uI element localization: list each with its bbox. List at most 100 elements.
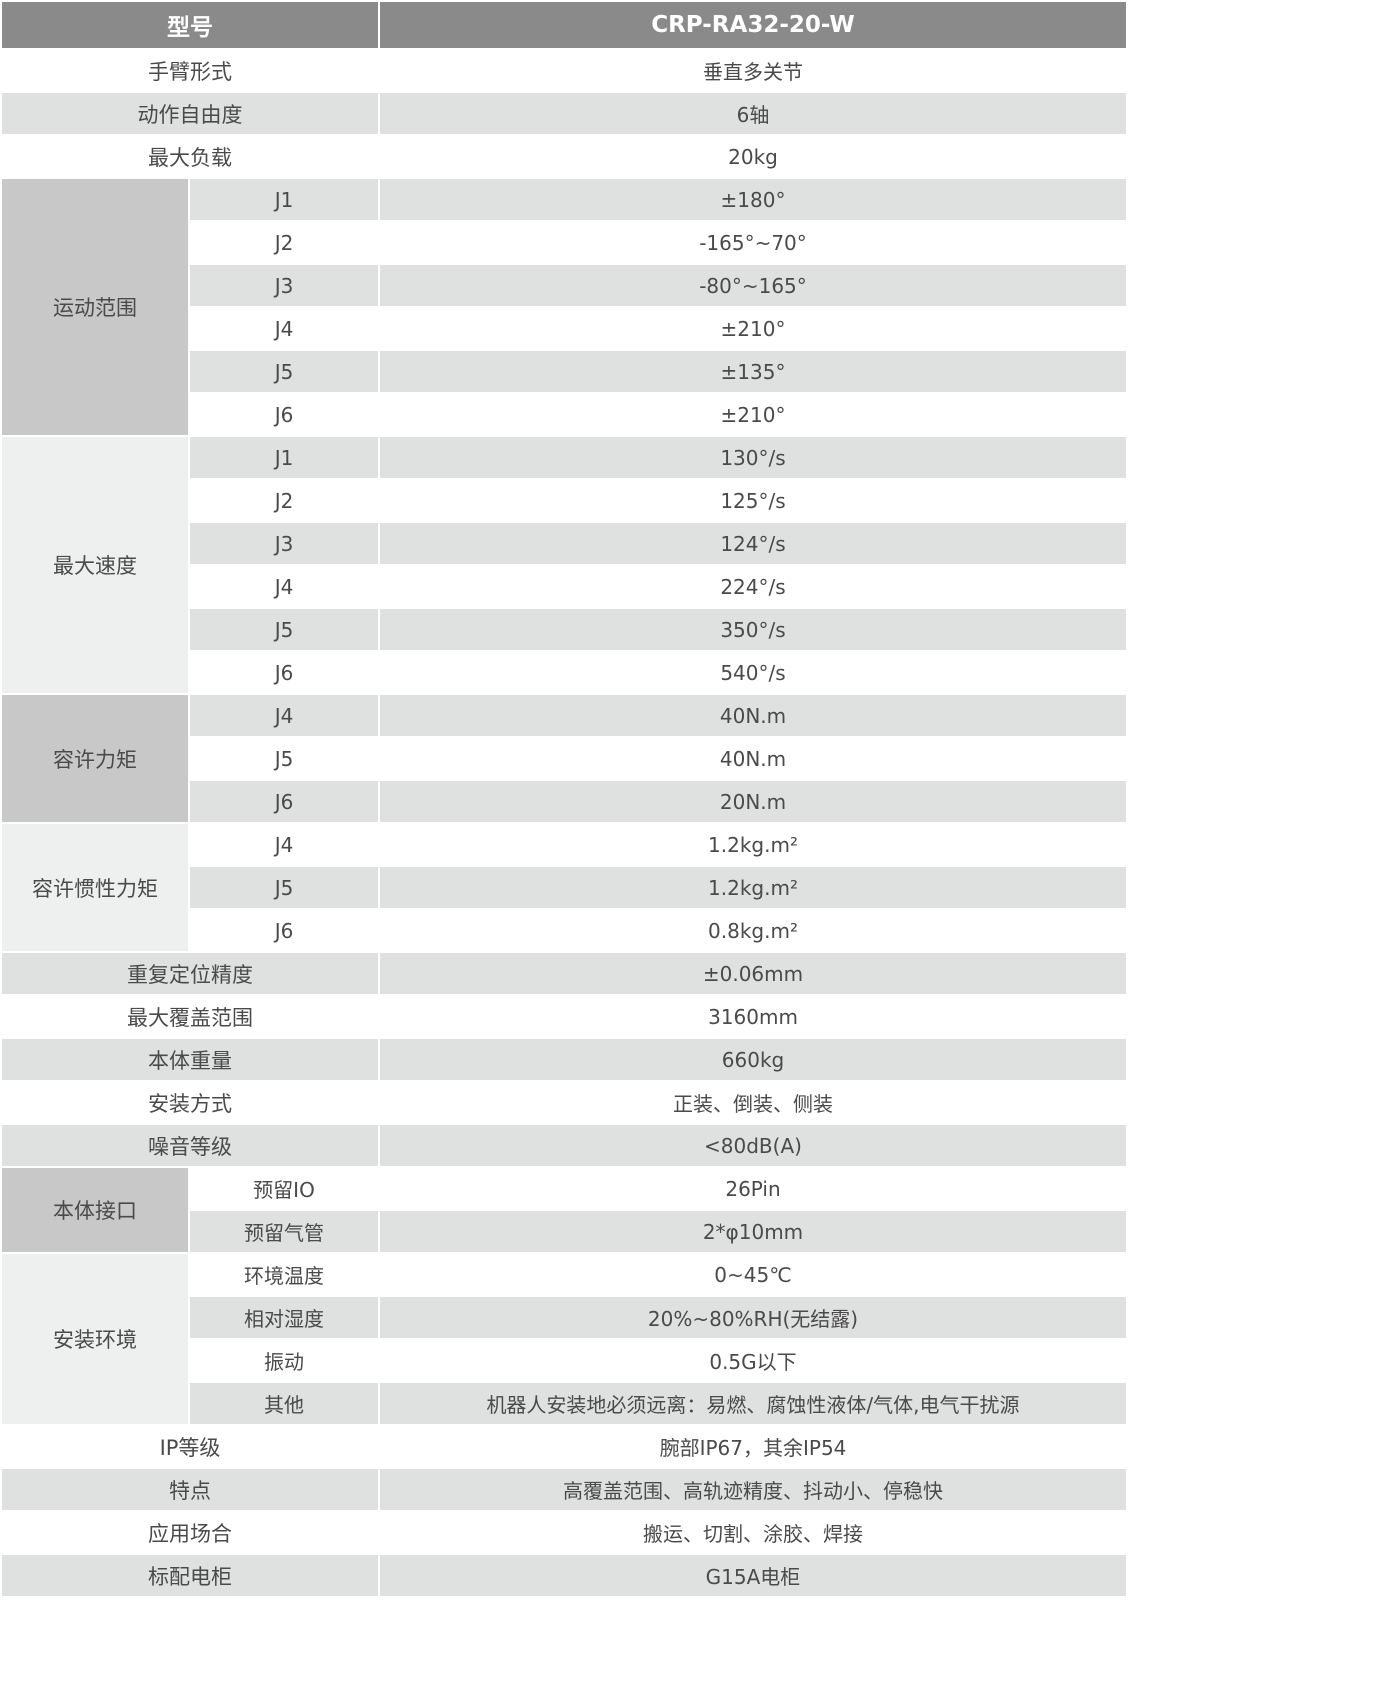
- spec-label: 重复定位精度: [0, 951, 380, 996]
- spec-table: 型号 CRP-RA32-20-W 手臂形式 垂直多关节 动作自由度 6轴 最大负载 20k…: [0, 0, 1128, 1598]
- spec-value: 0.8kg.m²: [378, 908, 1128, 953]
- spec-value: 20kg: [378, 134, 1128, 179]
- spec-value: ±135°: [378, 349, 1128, 394]
- table-row: J5 1.2kg.m²: [1, 865, 1128, 910]
- table-row: 最大速度 J1 130°/s: [0, 435, 1128, 695]
- table-row: 重复定位精度 ±0.06mm: [0, 951, 1128, 996]
- group-label: 本体接口: [0, 1166, 190, 1254]
- table-row: J3 124°/s: [1, 521, 1128, 566]
- sub-label: J5: [188, 736, 380, 781]
- sub-label: J5: [188, 865, 380, 910]
- table-row: 振动 0.5G以下: [1, 1338, 1128, 1383]
- table-row: J6 20N.m: [1, 779, 1128, 824]
- spec-value: 20%~80%RH(无结露): [378, 1295, 1128, 1340]
- table-row: J3 -80°~165°: [1, 263, 1128, 308]
- table-row: J5 350°/s: [1, 607, 1128, 652]
- spec-value: ±180°: [378, 177, 1128, 222]
- table-row: 标配电柜 G15A电柜: [0, 1553, 1128, 1598]
- spec-value: 125°/s: [378, 478, 1128, 523]
- spec-value: 0~45℃: [378, 1252, 1128, 1297]
- group-label: 最大速度: [0, 435, 190, 695]
- spec-value: 20N.m: [378, 779, 1128, 824]
- spec-value: 26Pin: [378, 1166, 1128, 1211]
- table-row: IP等级 腕部IP67，其余IP54: [0, 1424, 1128, 1469]
- table-row: 本体接口 预留IO 26Pin: [0, 1166, 1128, 1254]
- table-row: J5 ±135°: [1, 349, 1128, 394]
- spec-value: 腕部IP67，其余IP54: [378, 1424, 1128, 1469]
- table-row: J6 540°/s: [1, 650, 1128, 695]
- sub-label: J4: [188, 693, 380, 738]
- table-row: J6 ±210°: [1, 392, 1128, 437]
- table-row: J2 125°/s: [1, 478, 1128, 523]
- sub-label: J5: [188, 607, 380, 652]
- table-row: 最大负载 20kg: [0, 134, 1128, 179]
- sub-label: J1: [188, 177, 380, 222]
- sub-label: J6: [188, 908, 380, 953]
- spec-value: 6轴: [378, 91, 1128, 136]
- spec-value: 40N.m: [378, 693, 1128, 738]
- table-row: 动作自由度 6轴: [0, 91, 1128, 136]
- table-row: 其他 机器人安装地必须远离：易燃、腐蚀性液体/气体,电气干扰源: [1, 1381, 1128, 1426]
- spec-value: 正装、倒装、侧装: [378, 1080, 1128, 1125]
- sub-label: J3: [188, 521, 380, 566]
- group-label: 安装环境: [0, 1252, 190, 1426]
- spec-value: 130°/s: [378, 435, 1128, 480]
- sub-label: J6: [188, 779, 380, 824]
- table-row: J6 0.8kg.m²: [1, 908, 1128, 953]
- spec-label: IP等级: [0, 1424, 380, 1469]
- spec-label: 动作自由度: [0, 91, 380, 136]
- sub-label: 振动: [188, 1338, 380, 1383]
- header-label: 型号: [0, 0, 380, 50]
- table-row: 运动范围 J1 ±180°: [0, 177, 1128, 437]
- group-label: 容许力矩: [0, 693, 190, 824]
- spec-label: 应用场合: [0, 1510, 380, 1555]
- table-row: 最大覆盖范围 3160mm: [0, 994, 1128, 1039]
- group-label: 运动范围: [0, 177, 190, 437]
- spec-label: 安装方式: [0, 1080, 380, 1125]
- sub-label: 预留气管: [188, 1209, 380, 1254]
- table-row: J2 -165°~70°: [1, 220, 1128, 265]
- table-row: 噪音等级 <80dB(A): [0, 1123, 1128, 1168]
- spec-label: 本体重量: [0, 1037, 380, 1082]
- sub-label: J4: [188, 564, 380, 609]
- spec-label: 特点: [0, 1467, 380, 1512]
- table-row: 容许力矩 J4 40N.m: [0, 693, 1128, 824]
- spec-value: 2*φ10mm: [378, 1209, 1128, 1254]
- sub-label: J5: [188, 349, 380, 394]
- table-row: J4 ±210°: [1, 306, 1128, 351]
- spec-value: 124°/s: [378, 521, 1128, 566]
- sub-label: 其他: [188, 1381, 380, 1426]
- sub-label: J2: [188, 478, 380, 523]
- sub-label: 相对湿度: [188, 1295, 380, 1340]
- spec-value: 350°/s: [378, 607, 1128, 652]
- table-row: 预留气管 2*φ10mm: [1, 1209, 1128, 1254]
- spec-value: G15A电柜: [378, 1553, 1128, 1598]
- spec-value: 高覆盖范围、高轨迹精度、抖动小、停稳快: [378, 1467, 1128, 1512]
- spec-value: 1.2kg.m²: [378, 865, 1128, 910]
- spec-value: 1.2kg.m²: [378, 822, 1128, 867]
- table-row: 特点 高覆盖范围、高轨迹精度、抖动小、停稳快: [0, 1467, 1128, 1512]
- group-label: 容许惯性力矩: [0, 822, 190, 953]
- spec-value: 机器人安装地必须远离：易燃、腐蚀性液体/气体,电气干扰源: [378, 1381, 1128, 1426]
- table-row: 安装环境 环境温度 0~45℃: [0, 1252, 1128, 1426]
- sub-label: J4: [188, 822, 380, 867]
- table-row: 容许惯性力矩 J4 1.2kg.m²: [0, 822, 1128, 953]
- table-row: 安装方式 正装、倒装、侧装: [0, 1080, 1128, 1125]
- spec-value: ±210°: [378, 392, 1128, 437]
- table-row: 本体重量 660kg: [0, 1037, 1128, 1082]
- spec-value: ±0.06mm: [378, 951, 1128, 996]
- table-row: 应用场合 搬运、切割、涂胶、焊接: [0, 1510, 1128, 1555]
- sub-label: J4: [188, 306, 380, 351]
- sub-label: 预留IO: [188, 1166, 380, 1211]
- sub-label: J6: [188, 650, 380, 695]
- spec-label: 噪音等级: [0, 1123, 380, 1168]
- spec-value: 540°/s: [378, 650, 1128, 695]
- table-row: J5 40N.m: [1, 736, 1128, 781]
- table-row: 手臂形式 垂直多关节: [0, 48, 1128, 93]
- header-row: 型号 CRP-RA32-20-W: [0, 0, 1128, 50]
- sub-label: J2: [188, 220, 380, 265]
- spec-label: 标配电柜: [0, 1553, 380, 1598]
- spec-value: ±210°: [378, 306, 1128, 351]
- spec-value: 3160mm: [378, 994, 1128, 1039]
- spec-value: 660kg: [378, 1037, 1128, 1082]
